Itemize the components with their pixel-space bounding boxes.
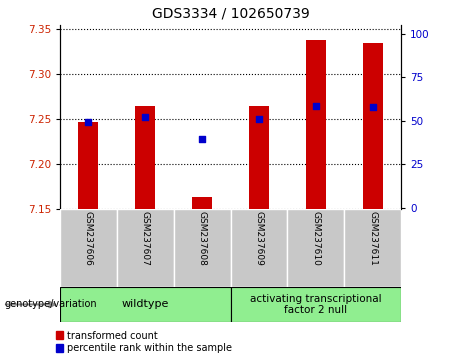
Bar — [117, 209, 174, 287]
Text: activating transcriptional
factor 2 null: activating transcriptional factor 2 null — [250, 293, 382, 315]
Bar — [174, 209, 230, 287]
Bar — [230, 287, 401, 322]
Point — [255, 116, 263, 122]
Text: GSM237606: GSM237606 — [84, 211, 93, 266]
Point — [85, 119, 92, 125]
Bar — [363, 43, 383, 209]
Bar — [60, 287, 230, 322]
Bar — [344, 209, 401, 287]
Text: GSM237610: GSM237610 — [311, 211, 320, 266]
Point — [312, 103, 319, 108]
Title: GDS3334 / 102650739: GDS3334 / 102650739 — [152, 7, 309, 21]
Bar — [60, 209, 117, 287]
Bar — [249, 105, 269, 209]
Text: genotype/variation: genotype/variation — [5, 299, 97, 309]
Bar — [135, 105, 155, 209]
Bar — [230, 209, 287, 287]
Text: GSM237608: GSM237608 — [198, 211, 207, 266]
Point — [142, 114, 149, 120]
Point — [369, 104, 376, 110]
Bar — [192, 197, 212, 209]
Bar — [78, 122, 98, 209]
Point — [198, 136, 206, 142]
Text: GSM237607: GSM237607 — [141, 211, 150, 266]
Bar — [287, 209, 344, 287]
Legend: transformed count, percentile rank within the sample: transformed count, percentile rank withi… — [56, 331, 232, 353]
Text: GSM237611: GSM237611 — [368, 211, 377, 266]
Bar — [306, 40, 326, 209]
Text: GSM237609: GSM237609 — [254, 211, 263, 266]
Text: wildtype: wildtype — [122, 299, 169, 309]
